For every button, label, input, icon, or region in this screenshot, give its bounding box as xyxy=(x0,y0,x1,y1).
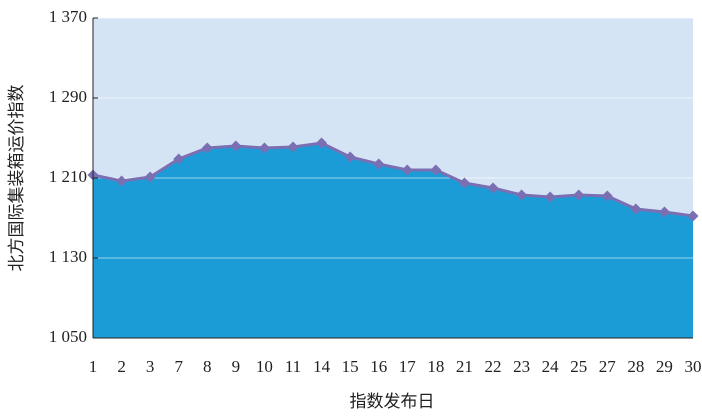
marker xyxy=(201,142,213,154)
area xyxy=(93,143,693,338)
x-tick-label: 30 xyxy=(685,357,702,376)
marker xyxy=(173,153,185,165)
y-tick-label: 1 130 xyxy=(49,247,87,266)
marker xyxy=(230,140,242,152)
x-tick-label: 2 xyxy=(117,357,126,376)
x-tick-label: 3 xyxy=(146,357,155,376)
x-tick-label: 16 xyxy=(370,357,387,376)
marker xyxy=(144,171,156,183)
marker xyxy=(373,158,385,170)
x-tick-label: 27 xyxy=(599,357,617,376)
marker xyxy=(601,190,613,202)
marker xyxy=(544,191,556,203)
y-tick-label: 1 050 xyxy=(49,327,87,346)
x-tick-label: 24 xyxy=(542,357,560,376)
marker xyxy=(287,141,299,153)
x-tick-label: 25 xyxy=(570,357,587,376)
marker xyxy=(344,151,356,163)
x-tick-label: 1 xyxy=(89,357,98,376)
marker xyxy=(316,137,328,149)
x-tick-label: 18 xyxy=(427,357,444,376)
x-tick-label: 14 xyxy=(313,357,331,376)
marker xyxy=(658,206,670,218)
x-tick-label: 11 xyxy=(285,357,301,376)
x-tick-label: 22 xyxy=(485,357,502,376)
x-tick-label: 9 xyxy=(232,357,241,376)
marker xyxy=(401,164,413,176)
x-tick-label: 10 xyxy=(256,357,273,376)
x-tick-label: 28 xyxy=(627,357,644,376)
marker xyxy=(258,142,270,154)
x-tick-label: 29 xyxy=(656,357,673,376)
x-tick-label: 7 xyxy=(174,357,183,376)
marker xyxy=(116,175,128,187)
line xyxy=(92,141,694,218)
y-tick-label: 1 290 xyxy=(49,87,87,106)
marker xyxy=(687,210,699,222)
x-tick-label: 23 xyxy=(513,357,530,376)
y-axis-label: 北方国际集装箱运价指数 xyxy=(7,85,26,272)
marker xyxy=(458,177,470,189)
y-tick-label: 1 370 xyxy=(49,7,87,26)
marker xyxy=(516,189,528,201)
marker xyxy=(487,182,499,194)
x-tick-label: 17 xyxy=(399,357,417,376)
y-tick-label: 1 210 xyxy=(49,167,87,186)
x-tick-label: 15 xyxy=(342,357,359,376)
marker xyxy=(630,203,642,215)
x-tick-label: 21 xyxy=(456,357,473,376)
x-tick-label: 8 xyxy=(203,357,212,376)
marker xyxy=(573,189,585,201)
marker xyxy=(430,164,442,176)
x-axis-label: 指数发布日 xyxy=(350,392,435,411)
